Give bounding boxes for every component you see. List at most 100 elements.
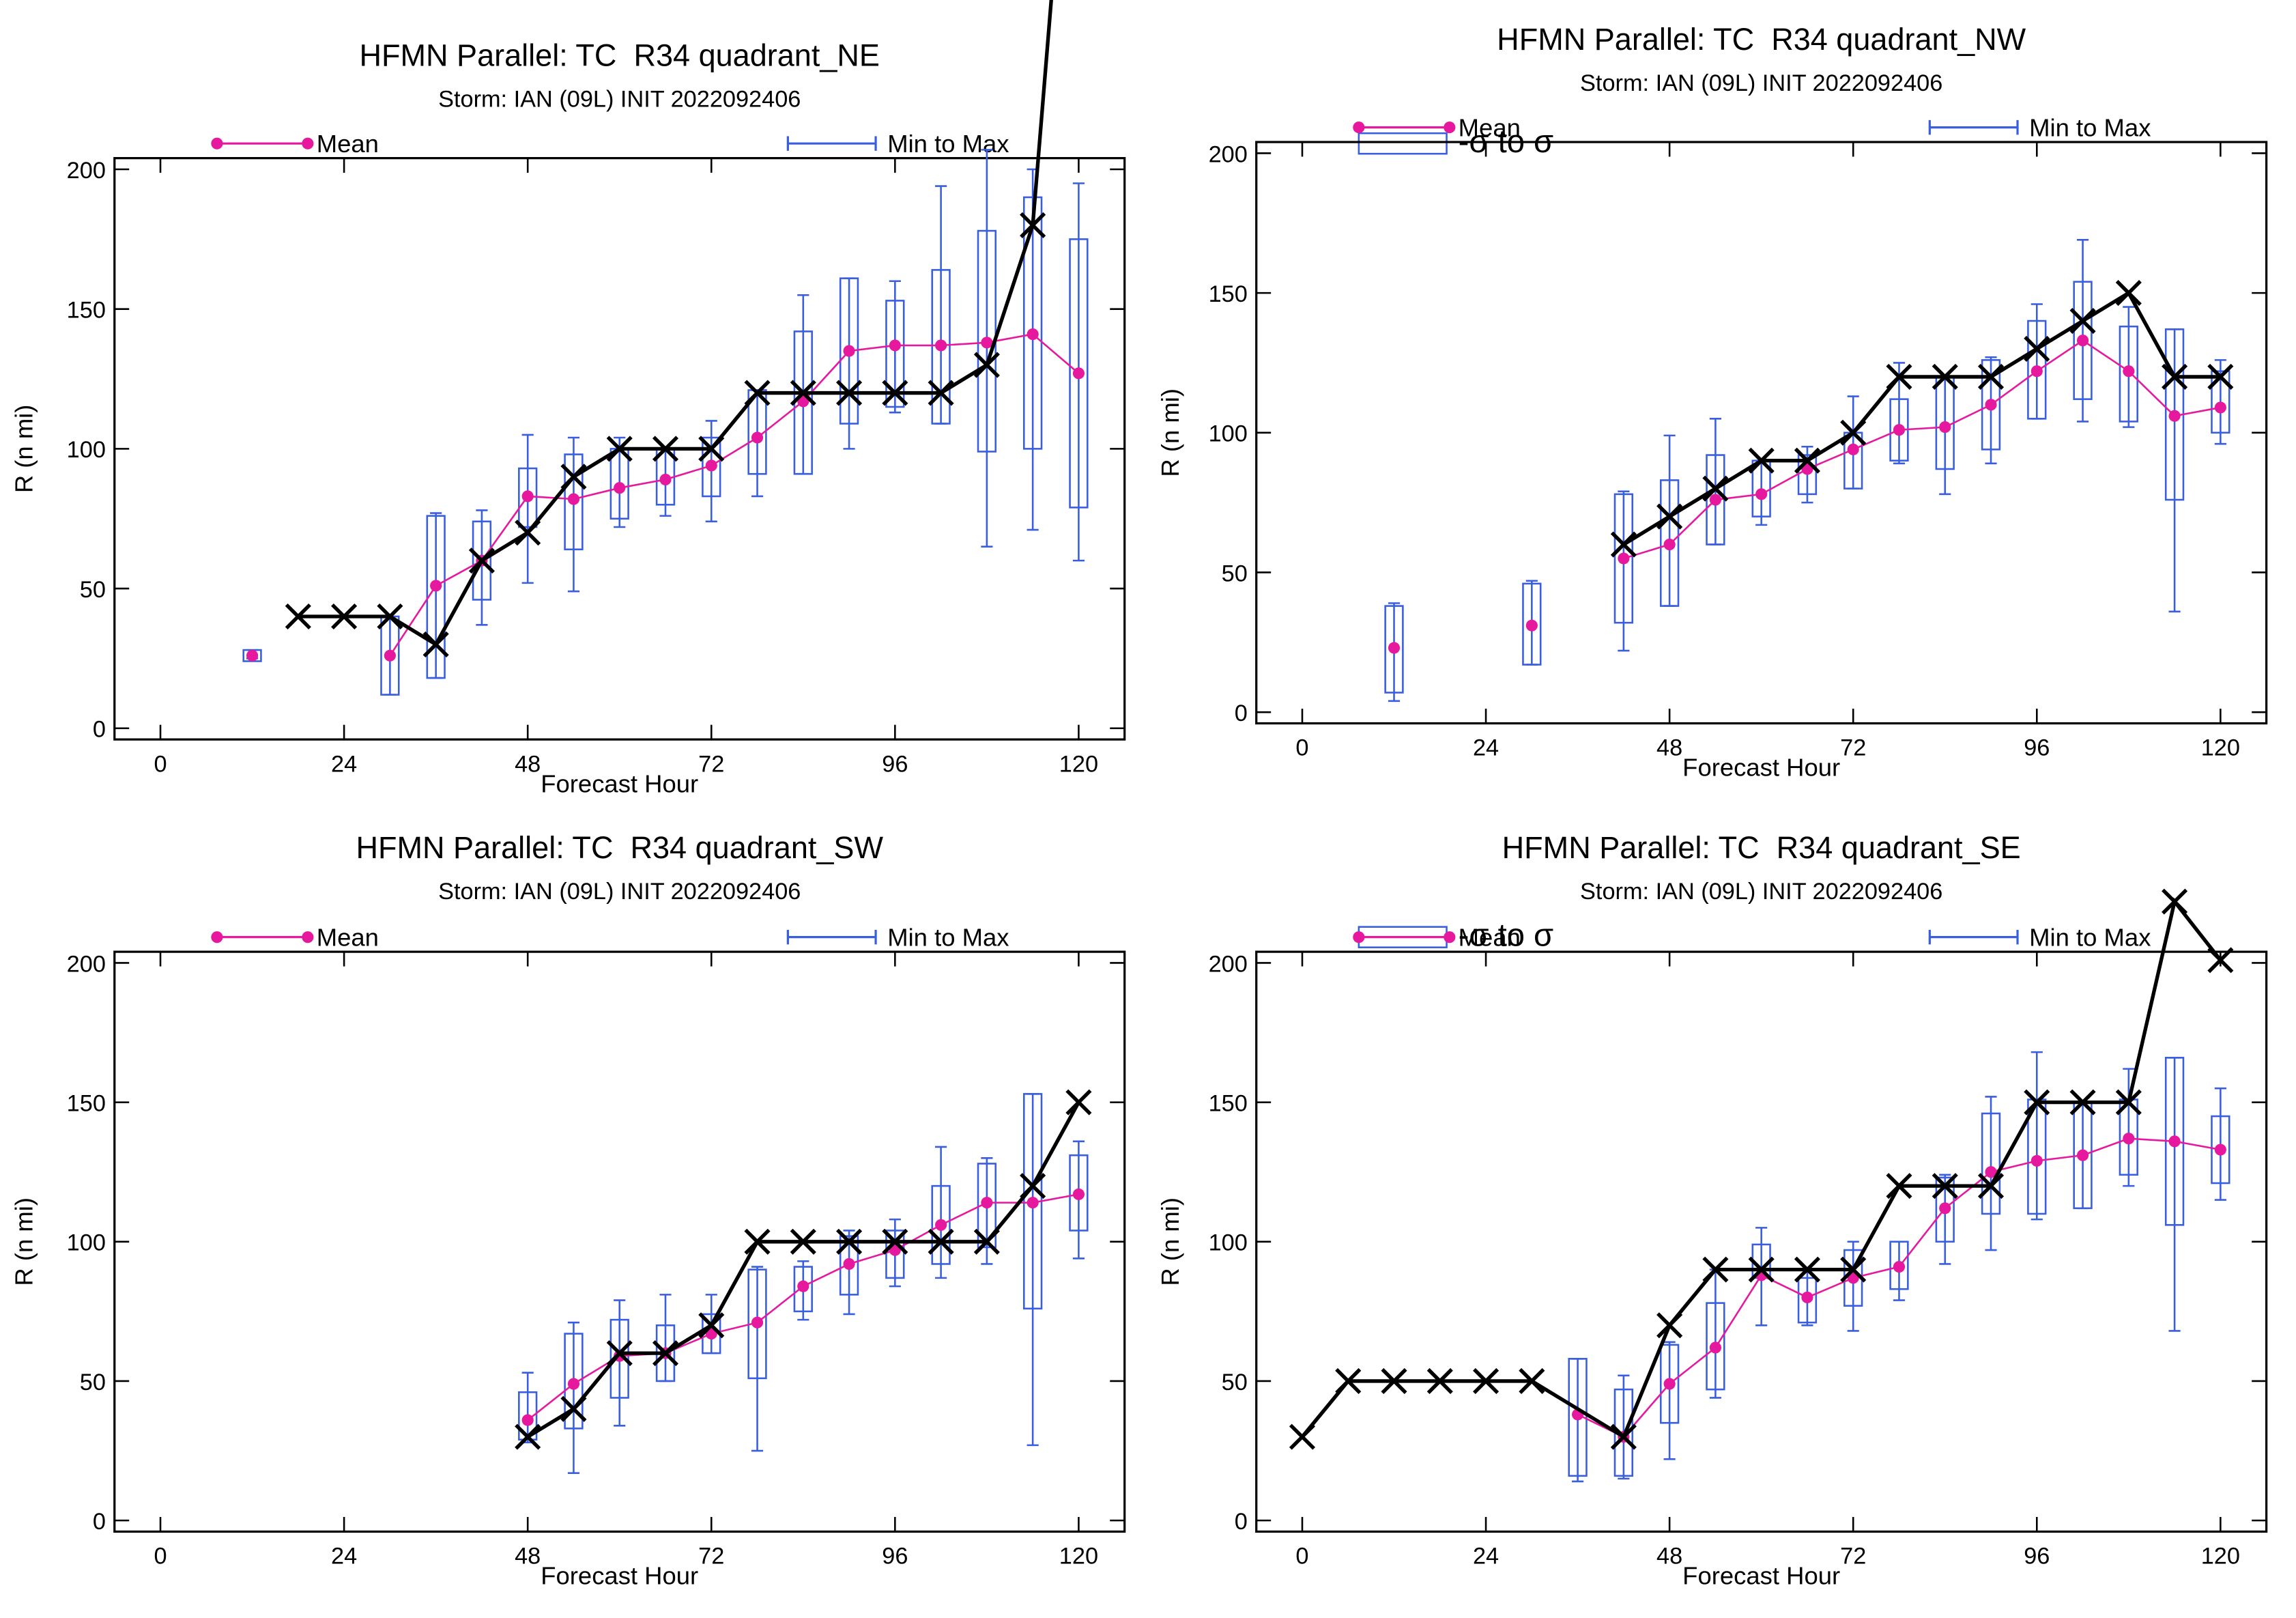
track-marker xyxy=(2115,1089,2142,1116)
mean-dot xyxy=(567,1378,580,1390)
panel: HFMN Parallel: TC R34 quadrant_NW Storm: … xyxy=(1156,22,2268,782)
track-marker xyxy=(1977,363,2005,390)
mean-dot xyxy=(1893,1260,1906,1273)
x-axis-label: Forecast Hour xyxy=(1682,754,1840,782)
y-tick-label: 100 xyxy=(67,1230,106,1256)
chart-subtitle: Storm: IAN (09L) INIT 2022092406 xyxy=(1580,879,1942,905)
whisker xyxy=(981,1157,993,1265)
track-marker xyxy=(560,464,587,490)
whisker xyxy=(567,1321,580,1474)
sigma-box xyxy=(1384,605,1404,694)
y-tick-label: 150 xyxy=(67,1090,106,1116)
sigma-box xyxy=(2073,281,2093,400)
mean-dot xyxy=(659,473,672,485)
y-axis-label: R (n mi) xyxy=(1156,388,1184,477)
y-tick-label: 50 xyxy=(80,1369,106,1395)
track-marker xyxy=(606,1340,633,1367)
track-marker xyxy=(1020,1173,1046,1200)
chart-title: HFMN Parallel: TC R34 quadrant_SW xyxy=(356,830,883,865)
mean-dot xyxy=(614,482,626,494)
x-axis-label: Forecast Hour xyxy=(541,1562,698,1590)
x-tick-label: 96 xyxy=(2024,1544,2050,1570)
track-marker xyxy=(836,380,863,406)
legend-dot xyxy=(1353,931,1365,943)
y-tick-label: 0 xyxy=(93,717,106,743)
track-marker xyxy=(2024,1089,2050,1116)
legend-label: Mean xyxy=(317,130,379,158)
track-marker xyxy=(2207,363,2234,390)
mean-dot xyxy=(2168,1135,2181,1148)
sigma-box xyxy=(1889,1240,1909,1290)
x-axis-label: Forecast Hour xyxy=(541,769,698,797)
track-marker xyxy=(2024,335,2050,363)
track-marker xyxy=(1886,1173,1912,1200)
track-marker xyxy=(652,1340,679,1367)
track-marker xyxy=(2115,280,2142,307)
whisker xyxy=(1618,1374,1630,1480)
y-tick-label: 150 xyxy=(1209,281,1248,307)
legend-label: Mean xyxy=(1459,113,1521,141)
legend-whisker xyxy=(1928,929,2019,945)
mean-dot xyxy=(521,490,534,502)
track-marker xyxy=(1748,1256,1775,1283)
mean-dot xyxy=(2030,1154,2043,1167)
sigma-box xyxy=(1935,1176,1955,1243)
legend-label: Mean xyxy=(1459,924,1521,952)
whisker xyxy=(1709,1268,1721,1399)
track-line xyxy=(298,0,1053,647)
sigma-box xyxy=(1069,1154,1089,1232)
x-tick-label: 72 xyxy=(698,1544,724,1570)
x-tick-label: 0 xyxy=(154,751,167,777)
whisker xyxy=(521,434,534,584)
legend-label: Mean xyxy=(317,924,379,952)
track-marker xyxy=(285,603,311,630)
panel: HFMN Parallel: TC R34 quadrant_SW Storm: … xyxy=(10,830,1554,1590)
track-marker xyxy=(1473,1367,1499,1395)
track-marker xyxy=(2207,947,2234,974)
whisker xyxy=(2168,1056,2181,1332)
track-marker xyxy=(1840,1256,1867,1283)
track-marker xyxy=(560,1395,587,1422)
track-marker xyxy=(1794,447,1820,474)
whisker xyxy=(1847,1240,1859,1332)
sigma-box xyxy=(518,1391,538,1440)
track-marker xyxy=(2162,363,2188,390)
track-marker xyxy=(1065,1089,1092,1116)
track-marker xyxy=(1932,1173,1958,1200)
mean-dot xyxy=(889,339,901,352)
mean-dot xyxy=(2030,365,2043,378)
y-axis-label: R (n mi) xyxy=(1156,1197,1184,1286)
legend-dot xyxy=(1353,122,1365,134)
track-marker xyxy=(652,436,679,462)
sigma-box xyxy=(472,520,492,601)
sigma-box xyxy=(1568,1358,1588,1477)
legend-dot xyxy=(302,137,314,150)
mean-dot xyxy=(1618,552,1630,565)
x-tick-label: 120 xyxy=(1059,751,1098,777)
track-marker xyxy=(973,1228,1000,1255)
chart-title: HFMN Parallel: TC R34 quadrant_NW xyxy=(1497,22,2026,57)
track-marker xyxy=(790,380,816,406)
y-tick-label: 50 xyxy=(1222,560,1248,586)
whisker xyxy=(2076,239,2089,423)
y-tick-label: 200 xyxy=(1209,951,1248,977)
sigma-box xyxy=(1797,1277,1818,1324)
mean-dot xyxy=(1663,1378,1676,1390)
y-tick-label: 150 xyxy=(67,298,106,324)
mean-dot xyxy=(2123,365,2135,378)
mean-dot xyxy=(1709,494,1721,506)
mean-dot xyxy=(521,1414,534,1426)
whisker xyxy=(567,436,580,593)
mean-dot xyxy=(567,493,580,505)
track-marker xyxy=(1426,1367,1453,1395)
sigma-box xyxy=(1522,582,1542,666)
track-marker xyxy=(1794,1256,1820,1283)
mean-dot xyxy=(430,580,442,592)
y-tick-label: 200 xyxy=(67,951,106,977)
chart-title: HFMN Parallel: TC R34 quadrant_SE xyxy=(1502,830,2021,865)
mean-dot xyxy=(1709,1342,1721,1354)
track-marker xyxy=(744,380,771,406)
track-marker xyxy=(698,1312,725,1339)
whisker xyxy=(659,1294,672,1382)
y-axis-label: R (n mi) xyxy=(10,1197,38,1286)
